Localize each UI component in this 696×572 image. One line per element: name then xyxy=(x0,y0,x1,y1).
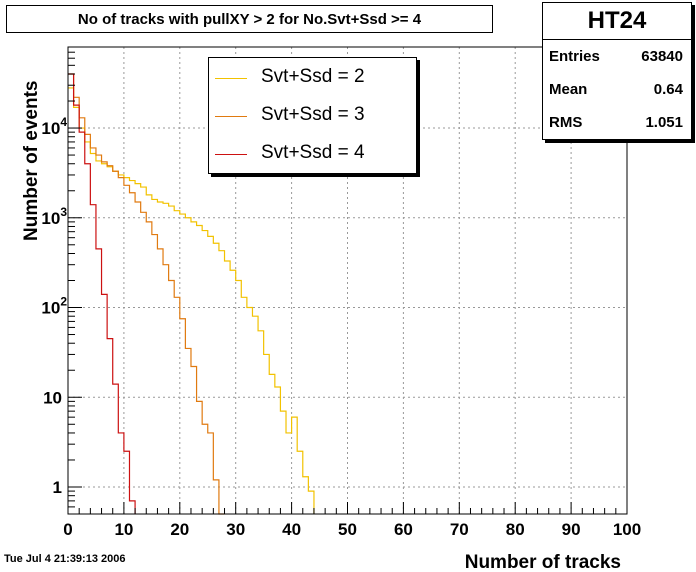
y-axis-title: Number of events xyxy=(21,81,42,241)
x-tick-label: 50 xyxy=(338,520,357,539)
x-tick-label: 20 xyxy=(170,520,189,539)
timestamp: Tue Jul 4 21:39:13 2006 xyxy=(4,553,126,565)
y-tick-label: 1 xyxy=(53,478,62,497)
legend-swatch xyxy=(215,78,247,79)
stats-label: Entries xyxy=(549,48,600,65)
chart-title: No of tracks with pullXY > 2 for No.Svt+… xyxy=(6,5,493,33)
stats-box: HT24 Entries 63840 Mean 0.64 RMS 1.051 xyxy=(542,2,692,140)
y-tick-label: 103 xyxy=(41,205,67,228)
stats-value: 0.64 xyxy=(653,81,683,98)
legend-label: Svt+Ssd = 4 xyxy=(261,142,365,163)
x-tick-label: 100 xyxy=(613,520,641,539)
series-line-2 xyxy=(68,73,225,515)
legend-label: Svt+Ssd = 3 xyxy=(261,104,365,125)
series-line-3 xyxy=(68,73,136,514)
legend-entry-svt-ssd-2: Svt+Ssd = 2 xyxy=(209,60,416,96)
x-tick-label: 30 xyxy=(226,520,245,539)
legend-swatch xyxy=(215,116,247,117)
legend-swatch xyxy=(215,154,247,155)
x-tick-label: 10 xyxy=(114,520,133,539)
stats-row-rms: RMS 1.051 xyxy=(543,106,691,139)
legend-entry-svt-ssd-3: Svt+Ssd = 3 xyxy=(209,98,416,134)
legend-label: Svt+Ssd = 2 xyxy=(261,66,365,87)
stats-label: RMS xyxy=(549,114,583,131)
y-tick-label: 104 xyxy=(41,115,67,138)
series-layer xyxy=(68,73,315,515)
chart-title-text: No of tracks with pullXY > 2 for No.Svt+… xyxy=(77,10,422,28)
legend-entry-svt-ssd-4: Svt+Ssd = 4 xyxy=(209,136,416,172)
y-tick-label: 102 xyxy=(41,295,67,318)
x-tick-label: 70 xyxy=(450,520,469,539)
stats-value: 63840 xyxy=(641,48,683,65)
grid-lines xyxy=(67,47,628,514)
stats-histogram-name: HT24 xyxy=(543,3,691,40)
y-tick-label: 10 xyxy=(43,388,62,407)
x-tick-label: 40 xyxy=(282,520,301,539)
stats-value: 1.051 xyxy=(645,114,683,131)
series-line-1 xyxy=(68,87,315,514)
stats-row-entries: Entries 63840 xyxy=(543,40,691,73)
x-tick-label: 80 xyxy=(506,520,525,539)
x-tick-label: 60 xyxy=(394,520,413,539)
x-axis-title: Number of tracks xyxy=(465,552,621,572)
legend: Svt+Ssd = 2 Svt+Ssd = 3 Svt+Ssd = 4 xyxy=(208,57,417,174)
stats-label: Mean xyxy=(549,81,588,98)
x-tick-label: 0 xyxy=(63,520,72,539)
stats-row-mean: Mean 0.64 xyxy=(543,73,691,106)
x-tick-label: 90 xyxy=(562,520,581,539)
